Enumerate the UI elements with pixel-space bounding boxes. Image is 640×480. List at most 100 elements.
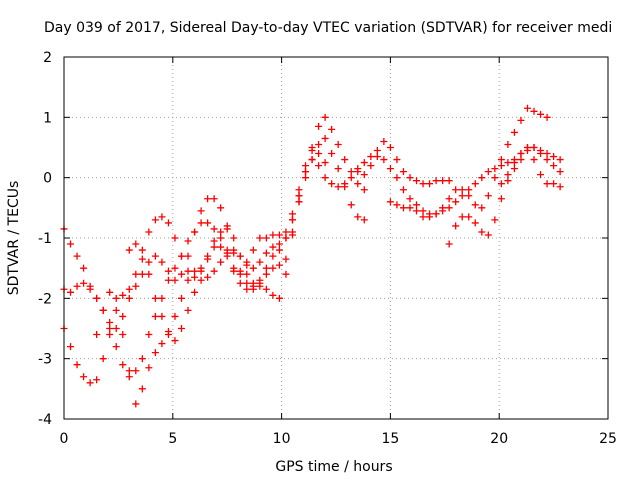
x-tick-label: 10 xyxy=(273,431,291,447)
data-point xyxy=(308,156,316,164)
data-point xyxy=(145,270,153,278)
data-point xyxy=(471,180,479,188)
data-point xyxy=(197,207,205,215)
data-point xyxy=(360,171,368,179)
data-point xyxy=(302,168,310,176)
data-point xyxy=(315,150,323,158)
data-point xyxy=(230,234,238,242)
data-point xyxy=(510,159,518,167)
data-point xyxy=(86,285,94,293)
data-point xyxy=(243,270,251,278)
data-point xyxy=(497,180,505,188)
data-point xyxy=(478,228,486,236)
series-3 xyxy=(60,134,368,387)
data-point xyxy=(93,376,101,384)
data-point xyxy=(328,180,336,188)
x-axis-label: GPS time / hours xyxy=(275,459,392,475)
series-7 xyxy=(386,104,551,221)
data-point xyxy=(112,294,120,302)
data-point xyxy=(282,228,290,236)
data-point xyxy=(517,156,525,164)
data-point xyxy=(413,207,421,215)
data-point xyxy=(360,186,368,194)
data-point xyxy=(210,237,218,245)
data-point xyxy=(132,282,140,290)
data-point xyxy=(393,201,401,209)
data-point xyxy=(210,225,218,233)
data-point xyxy=(112,325,120,332)
data-point xyxy=(178,252,186,260)
data-point xyxy=(269,243,277,251)
data-point xyxy=(73,252,81,260)
data-point xyxy=(347,174,355,182)
data-point xyxy=(151,294,159,302)
y-tick-label: -3 xyxy=(38,352,52,368)
data-point xyxy=(510,128,518,136)
data-point xyxy=(367,162,375,170)
data-point xyxy=(132,367,140,375)
data-point xyxy=(315,140,323,148)
data-point xyxy=(504,171,512,179)
data-point xyxy=(556,168,564,176)
data-point xyxy=(302,162,310,170)
data-point xyxy=(347,201,355,209)
data-point xyxy=(347,168,355,176)
data-point xyxy=(282,255,290,263)
data-point xyxy=(491,174,499,182)
data-point xyxy=(426,213,434,221)
data-point xyxy=(249,264,257,272)
data-point xyxy=(269,264,277,272)
data-point xyxy=(497,156,505,164)
data-point xyxy=(243,261,251,269)
data-point xyxy=(523,104,531,112)
data-point xyxy=(210,267,218,275)
data-point xyxy=(517,150,525,158)
data-point xyxy=(262,249,270,257)
data-point xyxy=(275,246,283,254)
data-point xyxy=(321,134,329,142)
data-point xyxy=(138,255,146,263)
data-point xyxy=(334,183,342,191)
x-tick-label: 0 xyxy=(60,431,69,447)
x-tick-label: 5 xyxy=(168,431,177,447)
data-point xyxy=(106,288,114,296)
x-tick-label: 15 xyxy=(381,431,399,447)
data-point xyxy=(269,231,277,239)
data-point xyxy=(249,285,257,293)
data-point xyxy=(543,113,551,121)
data-point xyxy=(164,328,172,336)
data-point xyxy=(471,201,479,209)
data-point xyxy=(315,162,323,170)
data-point xyxy=(399,204,407,212)
x-tick-label: 25 xyxy=(599,431,617,447)
data-point xyxy=(223,249,231,257)
data-point xyxy=(119,361,127,369)
data-point xyxy=(517,116,525,124)
data-points xyxy=(60,104,564,408)
grid xyxy=(64,57,608,419)
data-point xyxy=(452,198,460,206)
data-point xyxy=(328,150,336,158)
data-point xyxy=(458,186,466,194)
y-tick-label: 0 xyxy=(43,171,52,187)
series-6 xyxy=(354,137,453,188)
data-point xyxy=(399,168,407,176)
data-point xyxy=(256,282,264,290)
data-point xyxy=(119,331,127,339)
data-point xyxy=(537,147,545,155)
data-point xyxy=(445,240,453,248)
data-point xyxy=(93,294,101,302)
data-point xyxy=(288,216,296,224)
data-point xyxy=(380,137,388,145)
data-point xyxy=(223,222,231,230)
data-point xyxy=(178,325,186,332)
data-point xyxy=(191,288,199,296)
data-point xyxy=(184,267,192,275)
data-point xyxy=(171,234,179,242)
data-point xyxy=(145,228,153,236)
data-point xyxy=(315,122,323,130)
data-point xyxy=(478,204,486,212)
data-point xyxy=(445,204,453,212)
data-point xyxy=(125,373,133,381)
y-tick-label: -4 xyxy=(38,412,52,428)
